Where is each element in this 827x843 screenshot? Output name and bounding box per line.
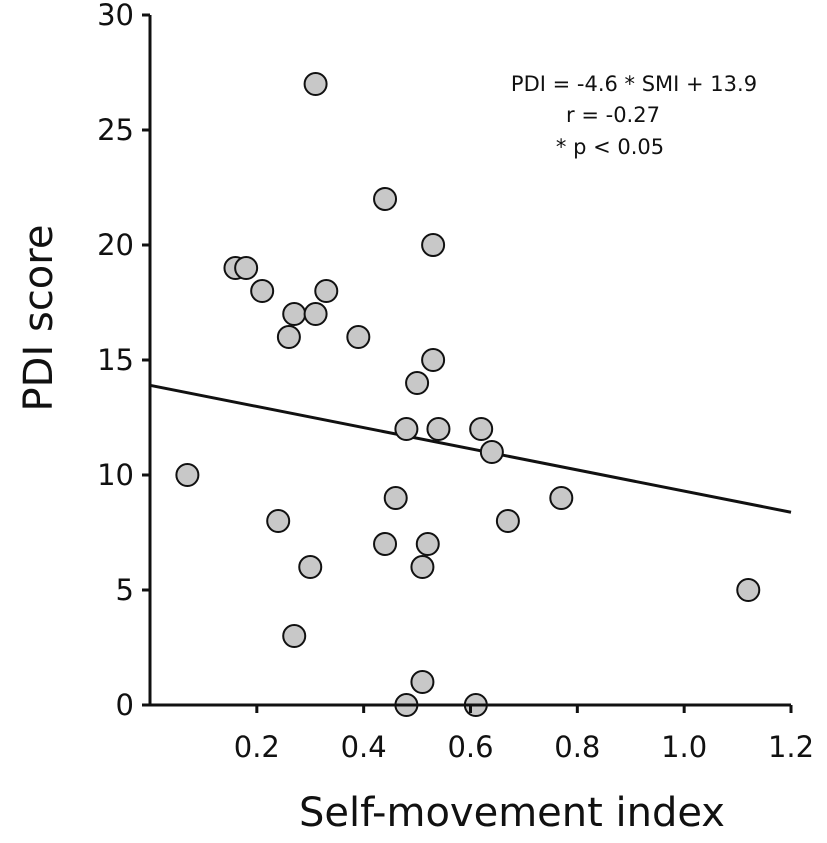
data-point	[373, 532, 398, 556]
data-point	[303, 72, 328, 96]
data-point	[250, 279, 275, 303]
data-point	[469, 417, 494, 441]
y-tick-label: 0	[116, 688, 134, 722]
data-point	[736, 578, 761, 602]
data-point	[346, 325, 371, 349]
data-point	[303, 302, 328, 326]
data-point	[234, 256, 259, 280]
x-tick-label: 0.2	[234, 730, 280, 764]
data-point	[175, 463, 200, 487]
x-axis-title: Self-movement index	[299, 790, 725, 836]
data-point	[415, 532, 440, 556]
y-tick-label: 30	[97, 0, 134, 32]
x-tick-label: 0.8	[554, 730, 600, 764]
y-tick-label: 15	[97, 343, 134, 377]
data-point	[282, 302, 307, 326]
data-point	[298, 555, 323, 579]
annotation-equation: PDI = -4.6 * SMI + 13.9	[511, 72, 757, 96]
y-tick-label: 20	[97, 228, 134, 262]
y-axis-title: PDI score	[16, 225, 62, 412]
x-tick-label: 1.2	[768, 730, 814, 764]
annotation-r: r = -0.27	[566, 103, 660, 127]
data-point	[410, 555, 435, 579]
x-tick-label: 0.6	[447, 730, 493, 764]
data-point	[266, 509, 291, 533]
data-point	[282, 624, 307, 648]
data-point	[426, 417, 451, 441]
data-point	[549, 486, 574, 510]
annotation-p: * p < 0.05	[556, 135, 664, 159]
regression-annotation: PDI = -4.6 * SMI + 13.9 r = -0.27 * p < …	[511, 72, 757, 159]
data-point	[479, 440, 504, 464]
y-tick-label: 5	[116, 573, 134, 607]
data-point	[405, 371, 430, 395]
data-point	[421, 348, 446, 372]
y-tick-label: 25	[97, 113, 134, 147]
data-point	[394, 417, 419, 441]
data-point	[373, 187, 398, 211]
regression-line	[149, 383, 792, 514]
y-tick-label: 10	[97, 458, 134, 492]
data-point	[421, 233, 446, 257]
x-tick-label: 1.0	[661, 730, 707, 764]
data-point	[314, 279, 339, 303]
x-tick-label: 0.4	[341, 730, 387, 764]
data-point	[410, 670, 435, 694]
data-point	[276, 325, 301, 349]
data-point	[383, 486, 408, 510]
data-point	[495, 509, 520, 533]
ticks: 0 5 10 15 20 25 30 0.2 0.4 0.6 0.8 1.0 1.2	[97, 0, 814, 764]
axes	[148, 15, 791, 707]
plot-area	[149, 72, 792, 717]
